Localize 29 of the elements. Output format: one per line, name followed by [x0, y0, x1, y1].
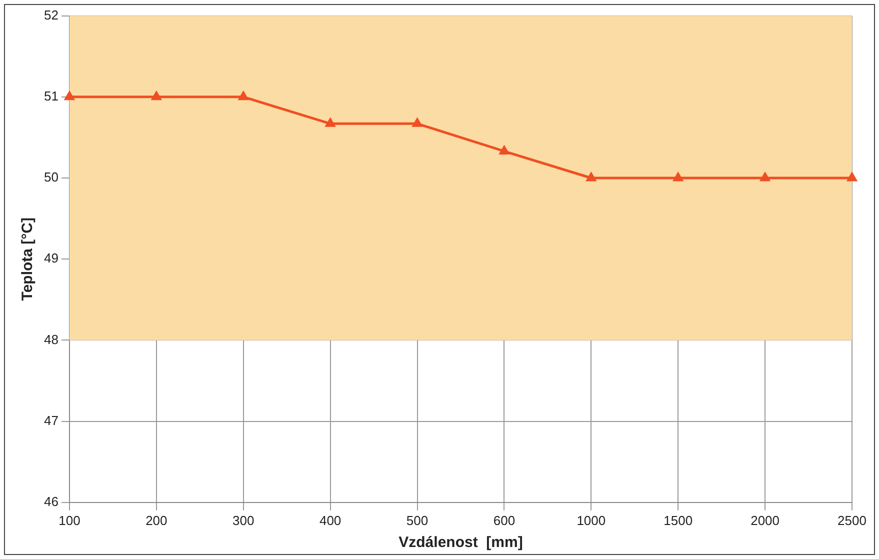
point	[499, 146, 509, 154]
x-tick-label: 1500	[664, 512, 693, 528]
y-tick-label: 47	[44, 412, 58, 428]
point	[586, 172, 596, 182]
y-tick-label: 52	[44, 7, 58, 22]
y-axis-title: Teplota [°C]	[19, 217, 36, 301]
point	[326, 118, 336, 127]
y-tick-label: 48	[44, 332, 58, 347]
x-tick-label: 300	[232, 512, 254, 528]
point	[412, 118, 422, 127]
point	[760, 172, 770, 182]
point	[238, 92, 248, 100]
point	[64, 92, 74, 100]
x-tick-label: 2500	[838, 512, 866, 528]
y-tick-label: 49	[44, 250, 58, 266]
x-tick-label: 2000	[750, 512, 780, 528]
y-tick-label: 51	[44, 88, 58, 104]
point	[847, 172, 857, 182]
x-tick-label: 200	[146, 512, 168, 528]
y-tick-label: 50	[44, 170, 58, 185]
point	[673, 172, 683, 182]
x-axis-title: Vzdálenost [mm]	[398, 534, 523, 552]
x-tick-label: 500	[406, 512, 428, 528]
point	[152, 92, 162, 100]
x-tick-label: 600	[493, 512, 516, 528]
y-tick-label: 46	[44, 494, 58, 509]
x-tick-label: 100	[58, 512, 80, 528]
x-tick-label: 1000	[576, 512, 606, 528]
x-tick-label: 400	[319, 512, 342, 528]
